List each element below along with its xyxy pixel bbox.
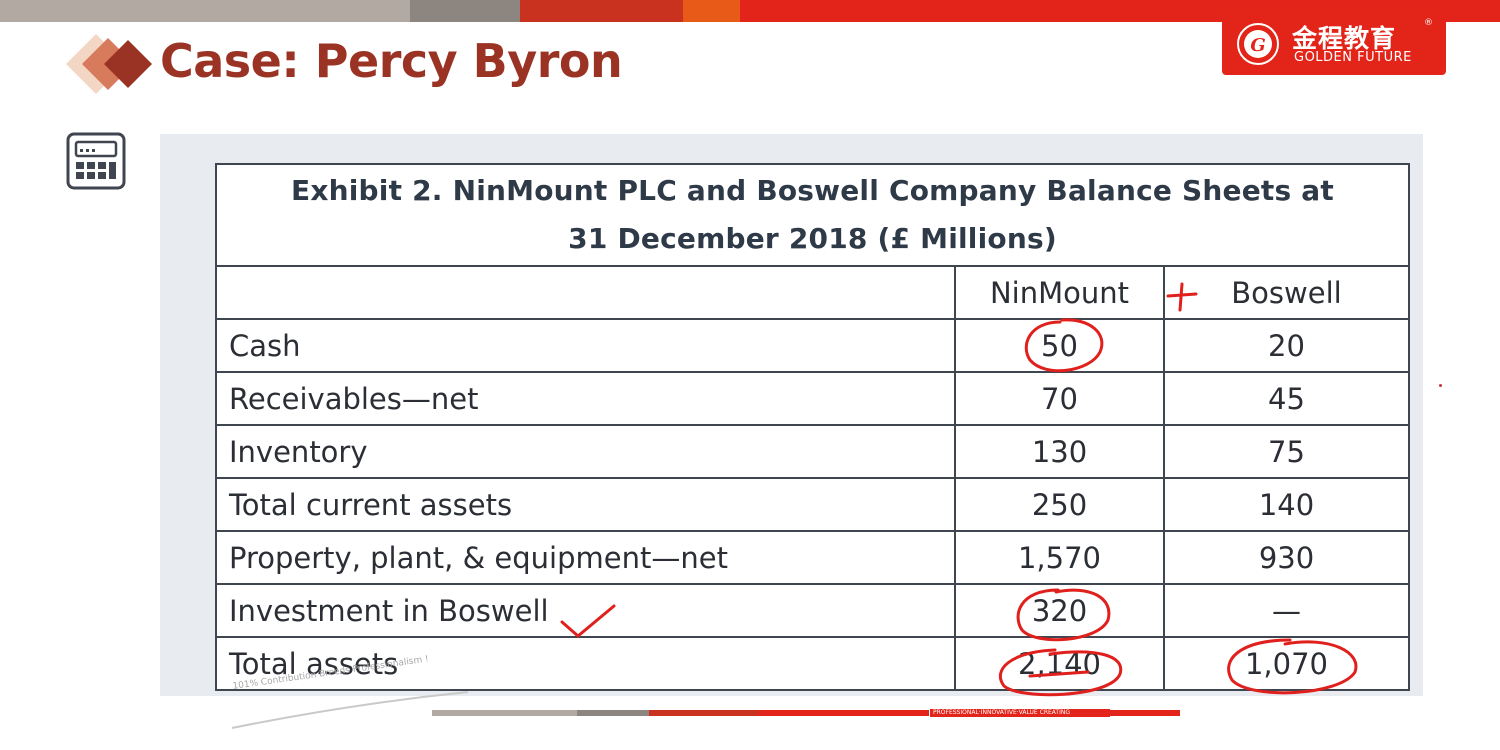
logo-emblem-icon: G — [1237, 23, 1279, 65]
column-header-label — [215, 265, 956, 320]
ninmount-value: 250 — [954, 477, 1165, 532]
footer-bar-segment — [577, 710, 649, 716]
row-label: Inventory — [215, 424, 956, 479]
logo-english-name: GOLDEN FUTURE — [1294, 50, 1412, 65]
logo-chinese-name: 金程教育 — [1292, 24, 1397, 53]
row-label: Total current assets — [215, 477, 956, 532]
golden-future-logo: G 金程教育 ® GOLDEN FUTURE — [1222, 13, 1446, 75]
footer-bar-segment — [759, 710, 929, 716]
row-label: Property, plant, & equipment—net — [215, 530, 956, 585]
slide-title: Case: Percy Byron — [160, 34, 623, 88]
caption-line-2: 31 December 2018 (£ Millions) — [568, 222, 1057, 255]
footer-bar-segment — [1110, 710, 1180, 716]
boswell-value: — — [1163, 583, 1410, 638]
top-bar-segment — [520, 0, 683, 22]
boswell-value: 930 — [1163, 530, 1410, 585]
annotation-dot — [1439, 384, 1442, 387]
table-row: Total current assets 250 140 — [215, 477, 1410, 532]
row-label: Total assets — [215, 636, 956, 691]
svg-text:G: G — [1250, 35, 1265, 56]
ninmount-value: 320 — [954, 583, 1165, 638]
table-row: Inventory 130 75 — [215, 424, 1410, 479]
ninmount-value: 50 — [954, 318, 1165, 373]
ninmount-value: 1,570 — [954, 530, 1165, 585]
ninmount-value: 130 — [954, 424, 1165, 479]
table-caption: Exhibit 2. NinMount PLC and Boswell Comp… — [215, 163, 1410, 267]
ninmount-value: 2,140 — [954, 636, 1165, 691]
column-header-boswell: Boswell — [1163, 265, 1410, 320]
caption-line-1: Exhibit 2. NinMount PLC and Boswell Comp… — [291, 174, 1334, 207]
table-row: Property, plant, & equipment—net 1,570 9… — [215, 530, 1410, 585]
top-bar-segment — [410, 0, 520, 22]
table-row: Receivables—net 70 45 — [215, 371, 1410, 426]
registered-mark: ® — [1424, 18, 1433, 28]
row-label: Cash — [215, 318, 956, 373]
ninmount-value: 70 — [954, 371, 1165, 426]
top-bar-segment — [683, 0, 740, 22]
footer-bar-segment — [432, 710, 577, 716]
top-color-bar — [0, 0, 1500, 22]
calculator-icon — [66, 132, 126, 190]
boswell-value: 20 — [1163, 318, 1410, 373]
top-bar-segment — [0, 0, 410, 22]
table-row: Investment in Boswell 320 — — [215, 583, 1410, 638]
row-label: Investment in Boswell — [215, 583, 956, 638]
column-header-ninmount: NinMount — [954, 265, 1165, 320]
table-header-row: NinMount Boswell — [215, 265, 1410, 320]
footer-slogan: PROFESSIONAL·INNOVATIVE·VALUE CREATING — [930, 709, 1110, 717]
diamond-title-icon — [66, 34, 152, 94]
boswell-value: 1,070 — [1163, 636, 1410, 691]
boswell-value: 45 — [1163, 371, 1410, 426]
footer-bar-segment — [649, 710, 759, 716]
boswell-value: 75 — [1163, 424, 1410, 479]
boswell-value: 140 — [1163, 477, 1410, 532]
row-label: Receivables—net — [215, 371, 956, 426]
balance-sheet-table: Exhibit 2. NinMount PLC and Boswell Comp… — [215, 163, 1410, 691]
table-row: Cash 50 20 — [215, 318, 1410, 373]
footer-swoosh — [231, 691, 469, 729]
